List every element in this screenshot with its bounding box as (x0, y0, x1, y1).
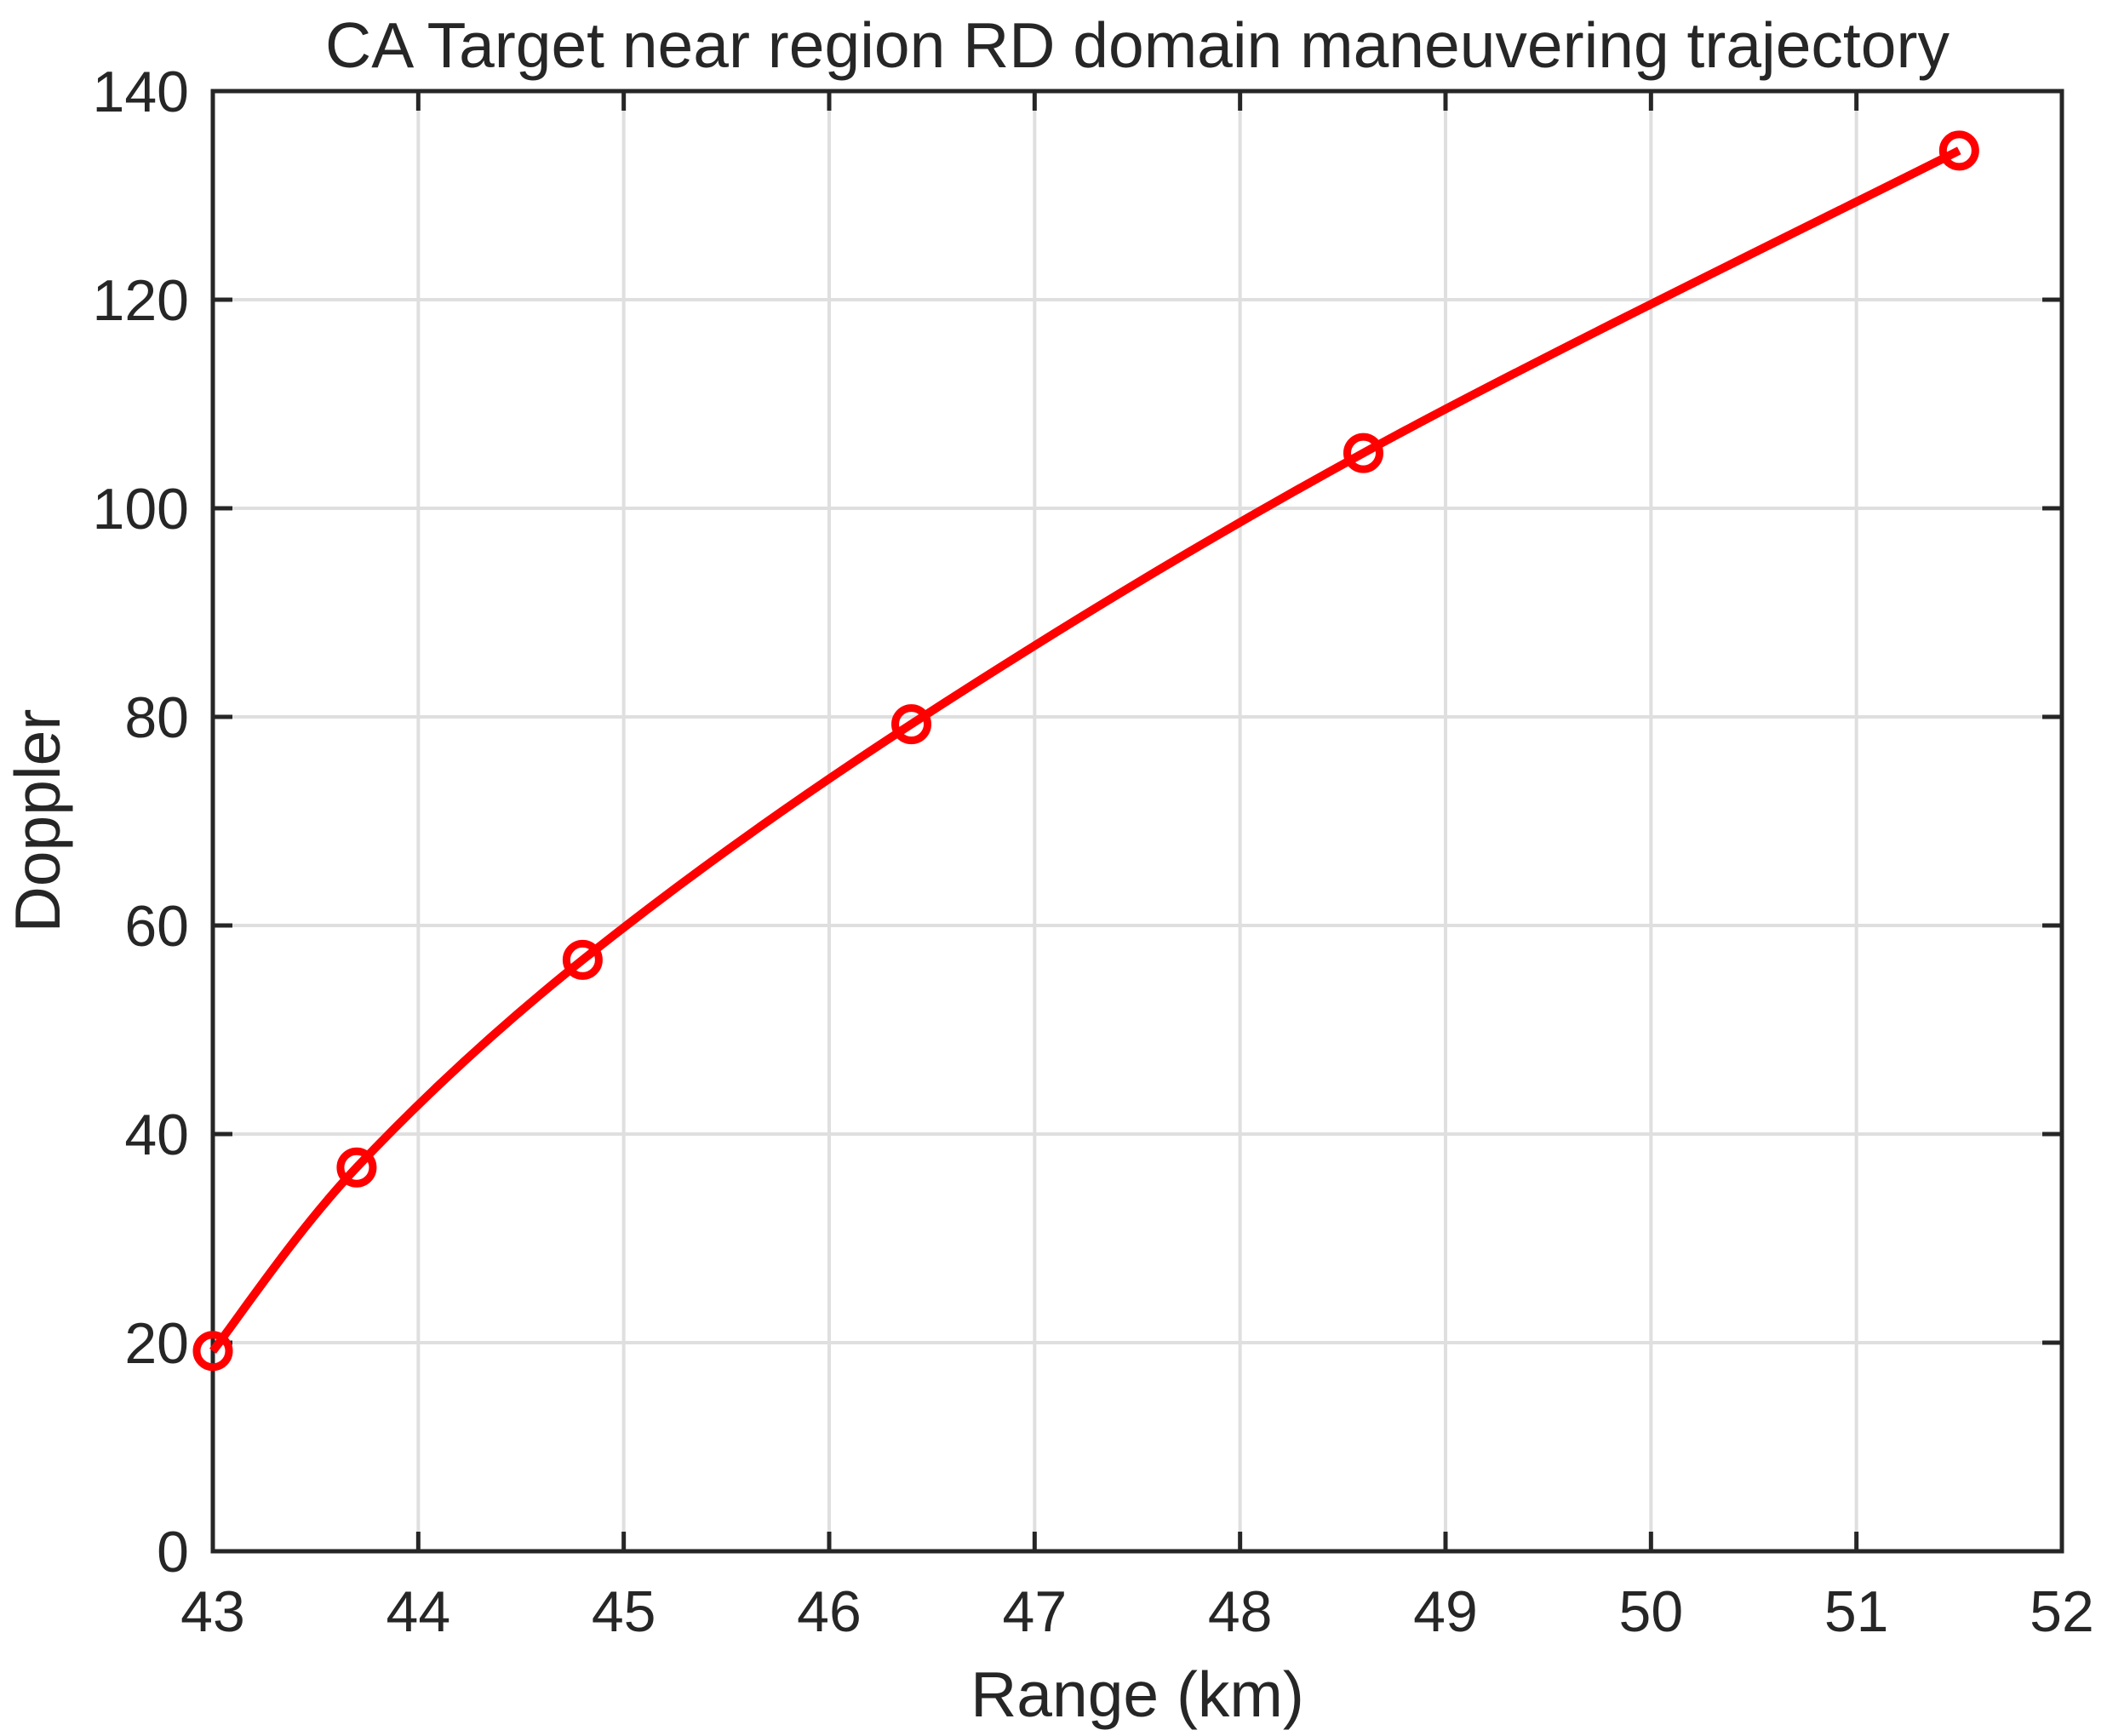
data-point-marker (336, 1147, 377, 1188)
y-tick-label: 60 (124, 894, 189, 959)
plot-layer (192, 130, 1979, 1372)
plot-box (210, 89, 2064, 1554)
data-point-marker (562, 939, 603, 980)
y-tick-label: 140 (93, 60, 189, 124)
data-point-marker (1938, 130, 1979, 171)
x-axis-label: Range (km) (970, 1659, 1304, 1730)
x-tick-label: 49 (1413, 1579, 1478, 1644)
series-line (209, 146, 1961, 1354)
x-tick-label: 52 (2030, 1579, 2094, 1644)
y-tick-label: 100 (93, 477, 189, 541)
data-point-marker (192, 1331, 233, 1372)
x-tick-label: 50 (1619, 1579, 1684, 1644)
tick-label-layer: 43 44 45 46 47 48 49 50 51 52 0 20 40 60 80 100 120 140 (93, 60, 2094, 1644)
x-tick-label: 51 (1824, 1579, 1889, 1644)
x-tick-label: 44 (386, 1579, 451, 1644)
x-tick-label: 45 (592, 1579, 656, 1644)
x-tick-label: 43 (180, 1579, 245, 1644)
grid-layer (213, 91, 2062, 1551)
y-tick-label: 20 (124, 1311, 189, 1376)
data-point-marker (891, 704, 932, 745)
text-layer: CA Target near region RD domain maneuver… (2, 9, 1950, 1730)
x-tick-label: 47 (1003, 1579, 1068, 1644)
y-tick-label: 0 (157, 1520, 189, 1584)
x-tick-label: 48 (1208, 1579, 1273, 1644)
data-point-marker (1343, 433, 1383, 473)
y-tick-label: 120 (93, 268, 189, 333)
y-tick-label: 80 (124, 685, 189, 750)
chart-title: CA Target near region RD domain maneuver… (325, 9, 1950, 81)
axis-layer (210, 89, 2064, 1554)
y-axis-label: Doppler (2, 709, 73, 933)
x-tick-label: 46 (797, 1579, 862, 1644)
y-tick-label: 40 (124, 1103, 189, 1167)
